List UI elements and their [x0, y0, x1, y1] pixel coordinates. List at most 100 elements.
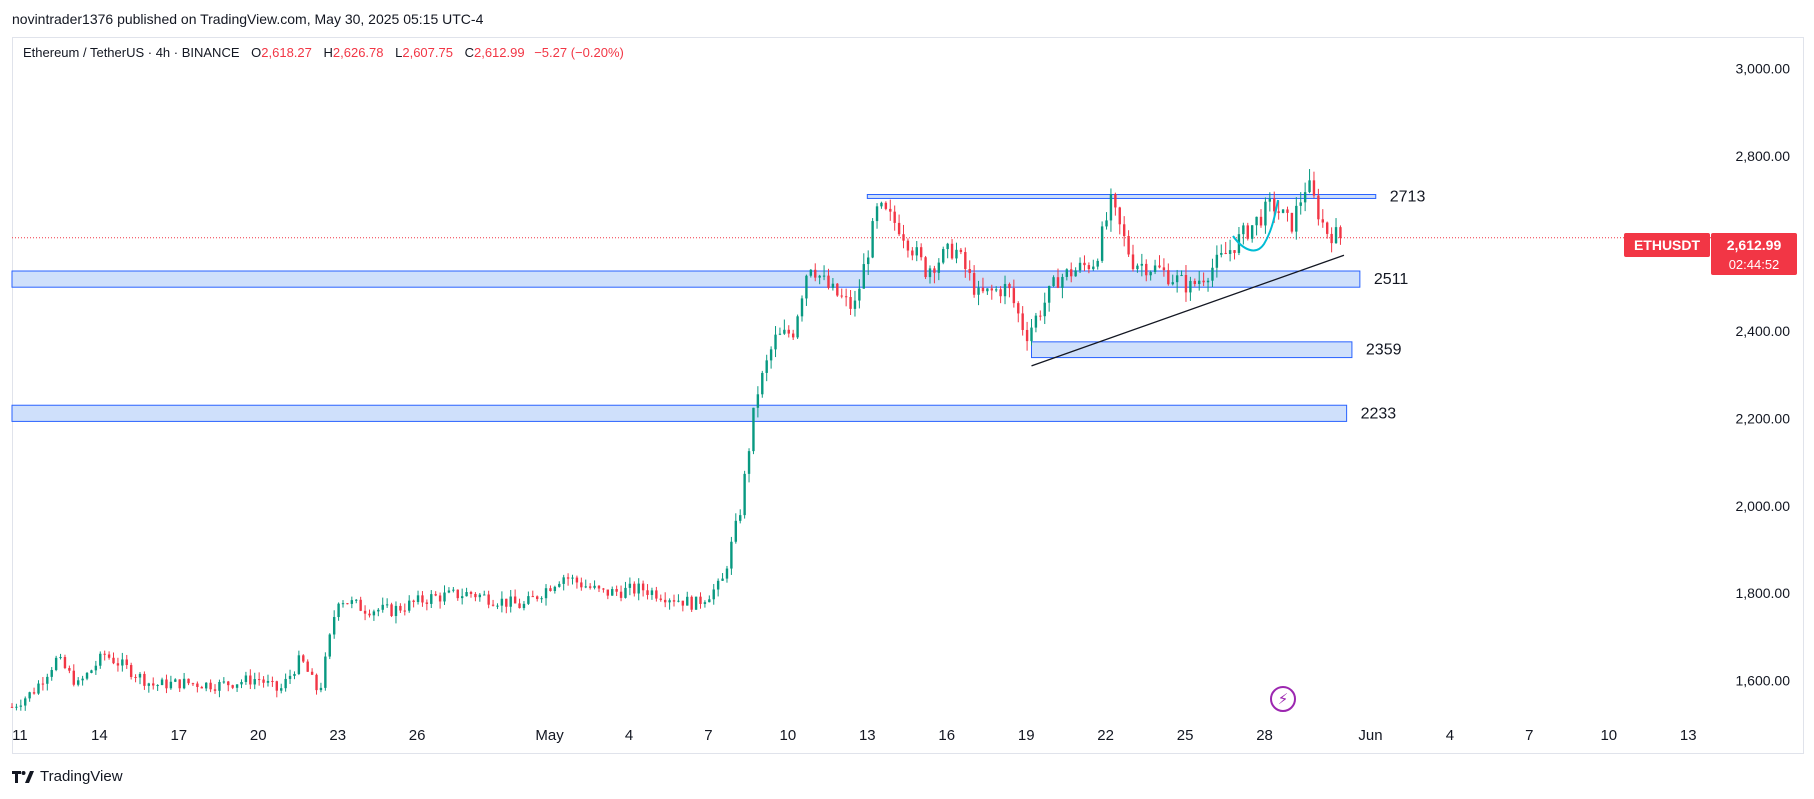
candle-body	[1330, 233, 1333, 244]
candle-body	[474, 593, 477, 598]
candle-body	[1202, 280, 1205, 283]
candle-body	[1268, 198, 1272, 202]
x-tick-label: 10	[1600, 727, 1617, 744]
candle-body	[1233, 250, 1236, 253]
candle-body	[637, 583, 640, 594]
candle-body	[302, 655, 305, 662]
candle-body	[178, 679, 181, 689]
candle-body	[924, 257, 927, 278]
candle-body	[288, 675, 292, 679]
y-tick-label: 1,800.00	[1736, 585, 1791, 601]
candle-body	[1162, 267, 1166, 271]
candle-body	[509, 596, 512, 607]
candle-body	[1012, 288, 1016, 304]
candle-body	[730, 541, 733, 569]
candle-body	[628, 583, 632, 588]
chart-frame[interactable]	[12, 37, 1804, 754]
symbol-label[interactable]: Ethereum / TetherUS · 4h · BINANCE	[23, 45, 240, 60]
candle-body	[535, 596, 539, 599]
candle-body	[271, 680, 274, 682]
candle-body	[412, 600, 415, 602]
candle-body	[1303, 192, 1307, 203]
candle-body	[249, 675, 252, 685]
candle-body	[169, 681, 173, 689]
projection-curve	[1232, 199, 1279, 252]
candle-body	[408, 600, 411, 611]
candle-body	[624, 587, 627, 598]
candle-body	[77, 680, 80, 685]
candle-body	[443, 592, 446, 602]
candle-body	[527, 596, 530, 604]
candle-body	[646, 590, 649, 595]
candle-body	[968, 269, 971, 274]
candle-body	[791, 333, 795, 338]
candle-body	[1047, 285, 1051, 303]
x-tick-label: 7	[1525, 727, 1533, 744]
high-key: H	[323, 45, 333, 60]
candle-body	[1299, 202, 1302, 206]
candle-body	[390, 604, 393, 617]
candle-body	[478, 594, 482, 598]
candle-body	[1039, 315, 1042, 317]
candle-body	[284, 678, 287, 689]
candle-body	[862, 264, 865, 289]
candle-body	[597, 585, 601, 589]
ohlc-legend: Ethereum / TetherUS · 4h · BINANCE O2,61…	[23, 45, 624, 60]
candle-body	[1290, 212, 1294, 232]
candle-body	[143, 673, 146, 686]
candle-body	[160, 679, 164, 686]
candle-body	[196, 683, 199, 687]
candle-body	[231, 685, 234, 688]
lightning-icon[interactable]: ⚡	[1270, 686, 1296, 712]
candle-body	[1061, 276, 1064, 288]
candle-body	[955, 249, 958, 259]
candle-body	[1153, 265, 1157, 272]
y-tick-label: 2,000.00	[1736, 498, 1791, 514]
candle-body	[716, 580, 720, 590]
candle-body	[244, 675, 248, 682]
candle-body	[809, 269, 813, 276]
candle-body	[1317, 195, 1320, 220]
candle-body	[844, 296, 848, 298]
candle-body	[1140, 263, 1144, 266]
zone-2713	[866, 194, 1377, 199]
candle-body	[372, 611, 376, 616]
candle-body	[994, 289, 998, 291]
candle-body	[659, 598, 662, 600]
candle-body	[324, 656, 327, 688]
candle-body	[94, 665, 98, 671]
candle-body	[152, 683, 155, 686]
candle-body	[385, 604, 389, 606]
tradingview-logo[interactable]: TradingView	[12, 768, 123, 785]
candle-body	[721, 578, 724, 581]
candle-body	[341, 603, 345, 605]
candle-body	[743, 473, 746, 516]
x-tick-label: 13	[859, 727, 876, 744]
candle-body	[1034, 315, 1038, 328]
candle-body	[182, 678, 186, 689]
candle-body	[1184, 275, 1188, 293]
candle-body	[1114, 194, 1117, 208]
price-badge-bg	[1711, 233, 1797, 275]
candle-body	[972, 273, 976, 295]
candle-body	[981, 287, 985, 292]
candle-body	[1281, 209, 1285, 213]
candle-body	[297, 655, 301, 674]
candle-body	[849, 297, 852, 309]
candle-body	[138, 673, 142, 678]
candle-body	[690, 596, 693, 610]
candle-body	[438, 595, 442, 602]
candle-body	[1334, 227, 1338, 244]
x-tick-label: 7	[704, 727, 712, 744]
candle-body	[928, 268, 932, 278]
candle-body	[1118, 207, 1121, 225]
candle-body	[814, 269, 817, 278]
candle-body	[32, 692, 36, 694]
candle-body	[699, 596, 702, 604]
candle-body	[1052, 277, 1055, 286]
low-key: L	[395, 45, 403, 60]
close-key: C	[464, 45, 474, 60]
candle-body	[990, 288, 993, 291]
candle-body	[902, 234, 905, 241]
